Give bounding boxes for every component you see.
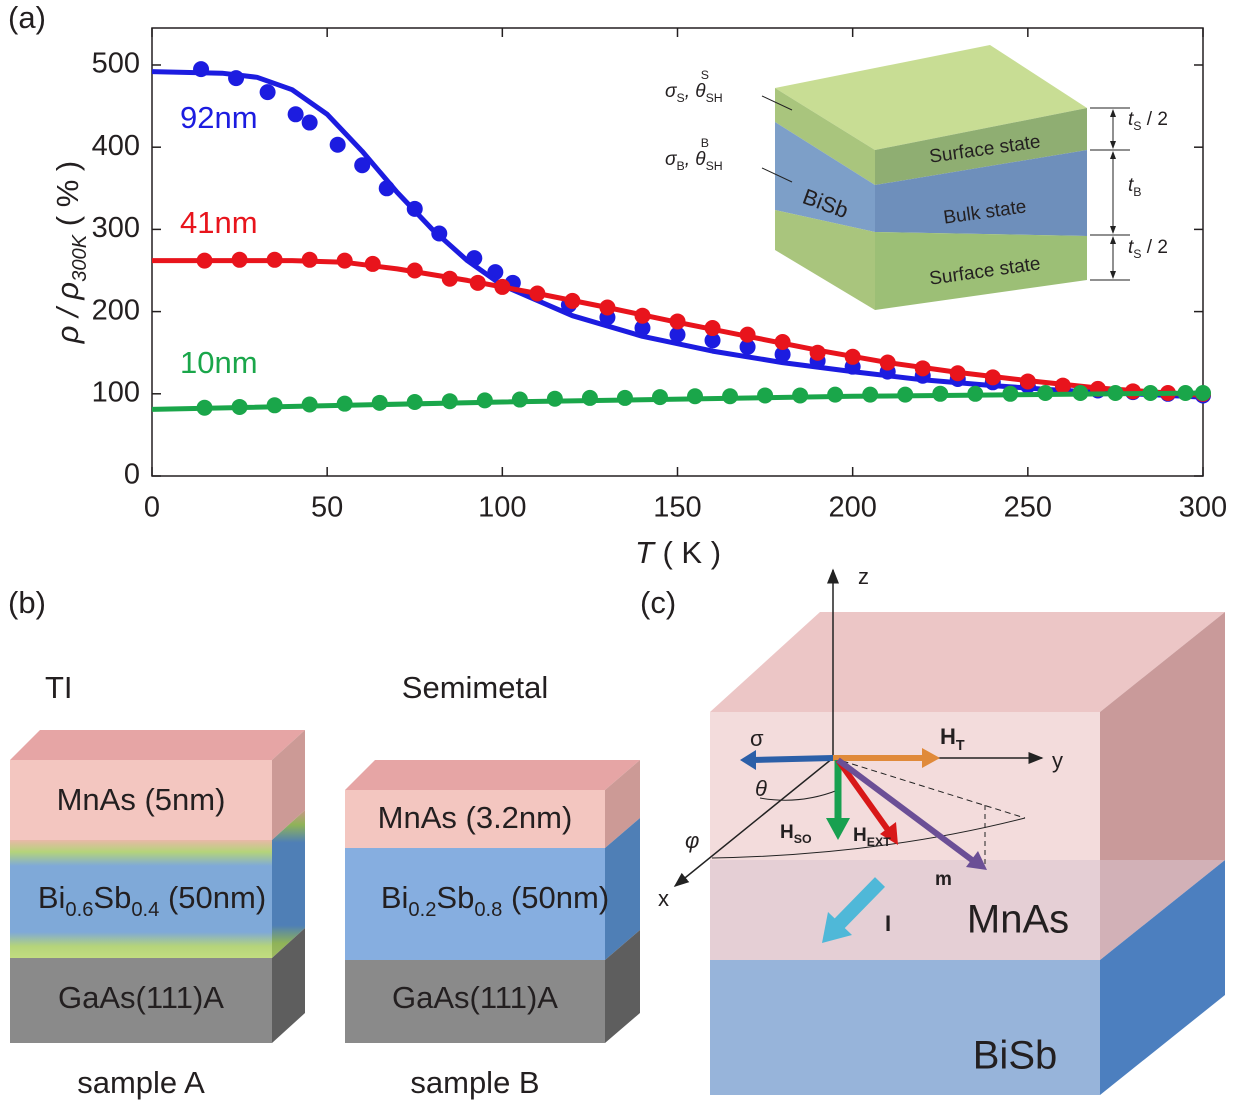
p: , θ [685,81,707,102]
x-axis-label: T ( K ) [635,535,721,570]
thickness-label: tS / 2 [1128,109,1168,133]
t: Bi [38,880,66,915]
y-label-part: ( % ) [50,161,85,235]
layer-label: MnAs (3.2nm) [378,800,573,835]
p: S [676,91,684,105]
t: Sb [436,880,474,915]
thickness-label: tS / 2 [1128,237,1168,261]
sigma-arrow [752,758,833,760]
figure: (a) 0 100 200 300 400 500 0 50 100 150 200 250 300 92… [0,0,1243,1111]
p: B [701,136,709,150]
axis-label: y [1052,748,1063,773]
data-point [687,388,703,404]
t: SO [794,832,812,846]
x-tick-label: 150 [653,492,701,524]
t: H [853,825,867,846]
layer-label: GaAs(111)A [392,980,558,1015]
vector-label: m [935,869,952,890]
y-tick-label: 300 [92,212,140,244]
t: Sb [93,880,131,915]
y-axis-label: ρ / ρ300K ( % ) [50,161,91,344]
axis-label: z [858,564,869,589]
sub: S [1133,119,1141,133]
t: 0.8 [474,899,502,921]
p: , θ [685,149,707,170]
sample-a: TI MnAs (5nm) Bi0.6Sb0.4 (50nm) GaAs(111… [10,670,305,1100]
sub: S [1133,247,1141,261]
t: H [780,822,794,843]
surface-params: σS, θSHS [665,68,723,105]
x-label-part: T [635,535,656,570]
angle-label: θ [755,776,767,801]
t: H [940,724,956,749]
data-point [260,84,276,100]
t: T [956,738,965,754]
series-label: 41nm [180,205,258,240]
p: B [676,159,684,173]
x-tick-label: 0 [144,492,160,524]
p: S [701,68,709,82]
y-label-sub: 300K [69,233,91,282]
top-face [345,760,640,790]
t: / 2 [1142,109,1168,130]
x-label-part: ( K ) [654,535,721,570]
x-tick-label: 200 [828,492,876,524]
axis-label: x [658,886,669,911]
sample-type: Semimetal [402,670,548,705]
x-tick-label: 100 [478,492,526,524]
layer-label: GaAs(111)A [58,980,224,1015]
y-tick-label: 0 [124,459,140,491]
layer-label: MnAs (5nm) [57,782,226,817]
thickness-label: tB [1128,175,1142,199]
sample-b: Semimetal MnAs (3.2nm) Bi0.2Sb0.8 (50nm)… [345,670,640,1100]
inset-diagram: Surface state Bulk state Surface state B… [665,45,1168,310]
panel-label: (a) [8,0,46,35]
layer-label: BiSb [973,1034,1058,1078]
x-tick-label: 250 [1004,492,1052,524]
series-label: 10nm [180,345,258,380]
y-label-part: ρ / ρ [50,282,85,344]
x-tick-label: 300 [1179,492,1227,524]
x-tick-label: 50 [311,492,343,524]
sample-name: sample B [410,1065,539,1100]
t: 0.2 [408,899,436,921]
panel-label: (c) [640,585,676,620]
angle-label: φ [685,828,699,853]
t: (50nm) [159,880,266,915]
data-point [302,115,318,131]
t: EXT [867,835,891,849]
y-tick-label: 200 [92,294,140,326]
bulk-params: σB, θSHB [665,136,723,173]
t: Bi [381,880,409,915]
layer-label: MnAs [967,898,1069,942]
data-point [288,106,304,122]
y-tick-label: 400 [92,130,140,162]
sample-type: TI [45,670,73,705]
top-face [10,730,305,760]
device-diagram: z y x σ HT θ φ HSO HEXT m I MnAs BiSb [658,564,1225,1095]
t: 0.6 [65,899,93,921]
vector-label: σ [750,726,764,751]
data-point [582,390,598,406]
t: (50nm) [502,880,609,915]
y-tick-label: 100 [92,376,140,408]
series-label: 92nm [180,100,258,135]
sub: B [1133,185,1141,199]
t: 0.4 [131,899,159,921]
p: SH [706,159,723,173]
sample-name: sample A [77,1065,205,1100]
t: / 2 [1142,237,1168,258]
y-tick-label: 500 [92,48,140,80]
panel-label: (b) [8,585,46,620]
data-point [330,137,346,153]
vector-label: I [885,911,891,936]
p: SH [706,91,723,105]
